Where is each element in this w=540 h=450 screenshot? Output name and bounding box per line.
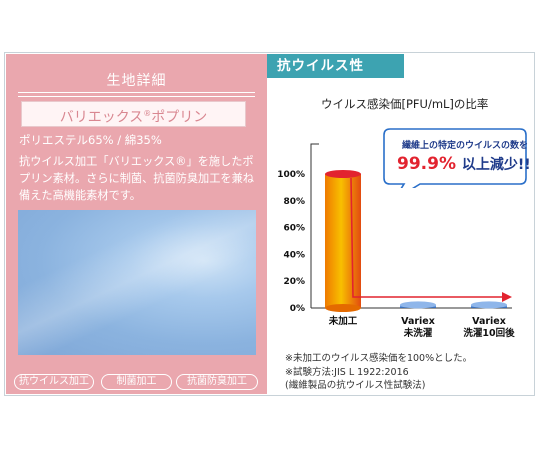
antiviral-chart: 0% 20% 40% 60% 80% 100% [277,143,512,314]
callout-balloon [383,128,527,188]
callout-percent: 99.9% [397,154,456,174]
x-category-label: Variex 洗濯10回後 [449,316,529,340]
y-tick-label: 0% [290,304,305,314]
bar-variex-washed-top [471,301,507,309]
tag-antiviral: 抗ウイルス加工 [14,374,94,390]
fabric-detail-heading: 生地詳細 [106,73,167,89]
callout-headline: 99.9% 以上減少!! [397,154,531,174]
bar-untreated [325,174,361,308]
fabric-name-suffix: ポプリン [151,109,208,126]
fabric-swatch-image [18,210,256,355]
chart-title: ウイルス感染価[PFU/mL]の比率 [321,97,489,111]
y-tick-label: 40% [283,250,305,260]
tag-deodorant: 抗菌防臭加工 [176,374,258,390]
y-tick-label: 100% [277,170,305,180]
y-tick-label: 20% [283,277,305,287]
bar-variex-unwashed-top [400,301,436,309]
note-test-standard: (繊維製品の抗ウイルス性試験法) [285,380,426,391]
fabric-name-label: バリエックス®ポプリン [21,101,246,127]
bar-untreated-top [325,170,361,178]
bar-untreated-base [325,304,361,312]
x-category-label-line: Variex [472,316,506,327]
y-tick-label: 80% [283,197,305,207]
heading-rule-top [18,92,255,93]
reduction-arrow [350,177,504,298]
fabric-name: バリエックス [59,109,144,126]
tag-antibacterial: 制菌加工 [101,374,172,390]
heading-rule-bottom [18,96,255,97]
reduction-arrow-head [502,292,512,302]
antiviral-panel: 抗ウイルス性 0% 20% 40% 60% 80% 100% ウイルス感染価[PFU/mL… [267,54,534,394]
fabric-composition: ポリエステル65% / 綿35% [19,133,162,147]
x-category-label-line: 洗濯10回後 [463,328,515,339]
antiviral-heading: 抗ウイルス性 [267,54,404,78]
y-tick-label: 60% [283,224,305,234]
x-category-label-line: 未洗濯 [403,328,433,339]
note-test-method: ※試験方法:JIS L 1922:2016 [285,367,409,378]
title-bracket [310,143,319,154]
x-category-label-line: Variex [401,316,435,327]
fabric-description: 抗ウイルス加工「バリエックス®」を施したポプリン素材。さらに制菌、抗菌防臭加工を… [19,155,254,202]
note-baseline: ※未加工のウイルス感染価を100%とした。 [285,353,473,364]
registered-mark: ® [143,109,152,118]
x-category-label-line: 未加工 [328,316,358,327]
product-info-card: 生地詳細 バリエックス®ポプリン ポリエステル65% / 綿35% 抗ウイルス加… [4,52,535,396]
callout-reduction-text: 以上減少!! [461,157,531,173]
fabric-detail-panel: 生地詳細 バリエックス®ポプリン ポリエステル65% / 綿35% 抗ウイルス加… [6,54,267,394]
x-category-label: 未加工 [303,316,383,328]
callout-caption: 繊維上の特定のウイルスの数を [402,141,529,151]
chart-layer: 0% 20% 40% 60% 80% 100% [277,143,512,314]
x-category-label: Variex 未洗濯 [378,316,458,340]
